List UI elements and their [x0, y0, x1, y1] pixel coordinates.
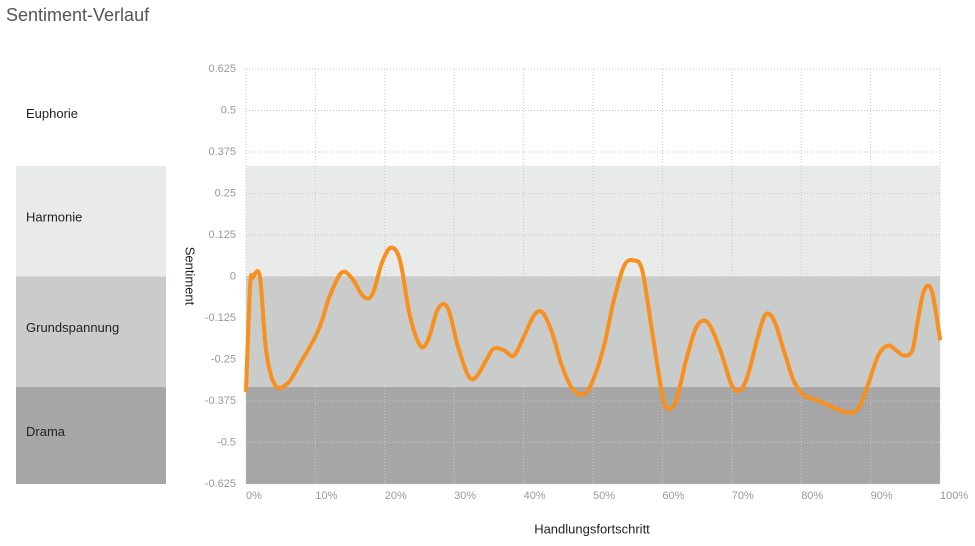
x-tick-label: 50% [593, 490, 615, 502]
y-tick-label: 0.625 [208, 63, 236, 75]
band-label-box [16, 276, 166, 388]
band [246, 165, 940, 277]
band-label-box [16, 165, 166, 277]
x-tick-label: 100% [940, 490, 968, 502]
y-tick-label: -0.5 [217, 436, 236, 448]
x-tick-label: 0% [246, 490, 262, 502]
y-tick-label: 0 [230, 270, 236, 282]
y-tick-label: 0.375 [208, 146, 236, 158]
x-tick-label: 70% [732, 490, 754, 502]
y-tick-label: -0.375 [205, 395, 236, 407]
band-label: Euphorie [26, 106, 78, 121]
band-label: Drama [26, 424, 66, 439]
y-tick-label: 0.5 [221, 104, 236, 116]
x-tick-label: 40% [524, 490, 546, 502]
band-label-box [16, 69, 166, 166]
x-tick-label: 10% [315, 490, 337, 502]
band-label: Harmonie [26, 210, 82, 225]
y-tick-label: -0.125 [205, 312, 236, 324]
y-tick-label: -0.25 [211, 353, 236, 365]
y-tick-label: -0.625 [205, 478, 236, 490]
band-label: Grundspannung [26, 320, 119, 335]
y-tick-label: 0.125 [208, 229, 236, 241]
x-tick-label: 90% [871, 490, 893, 502]
band-label-box [16, 387, 166, 484]
x-tick-label: 30% [454, 490, 476, 502]
x-axis-label: Handlungsfortschritt [534, 521, 650, 536]
line [244, 245, 942, 415]
x-tick-label: 60% [662, 490, 684, 502]
band [246, 276, 940, 388]
chart-title: Sentiment-Verlauf [6, 5, 150, 25]
y-axis-label: Sentiment [183, 247, 198, 306]
y-tick-label: 0.25 [215, 187, 236, 199]
x-tick-label: 20% [385, 490, 407, 502]
x-tick-label: 80% [801, 490, 823, 502]
